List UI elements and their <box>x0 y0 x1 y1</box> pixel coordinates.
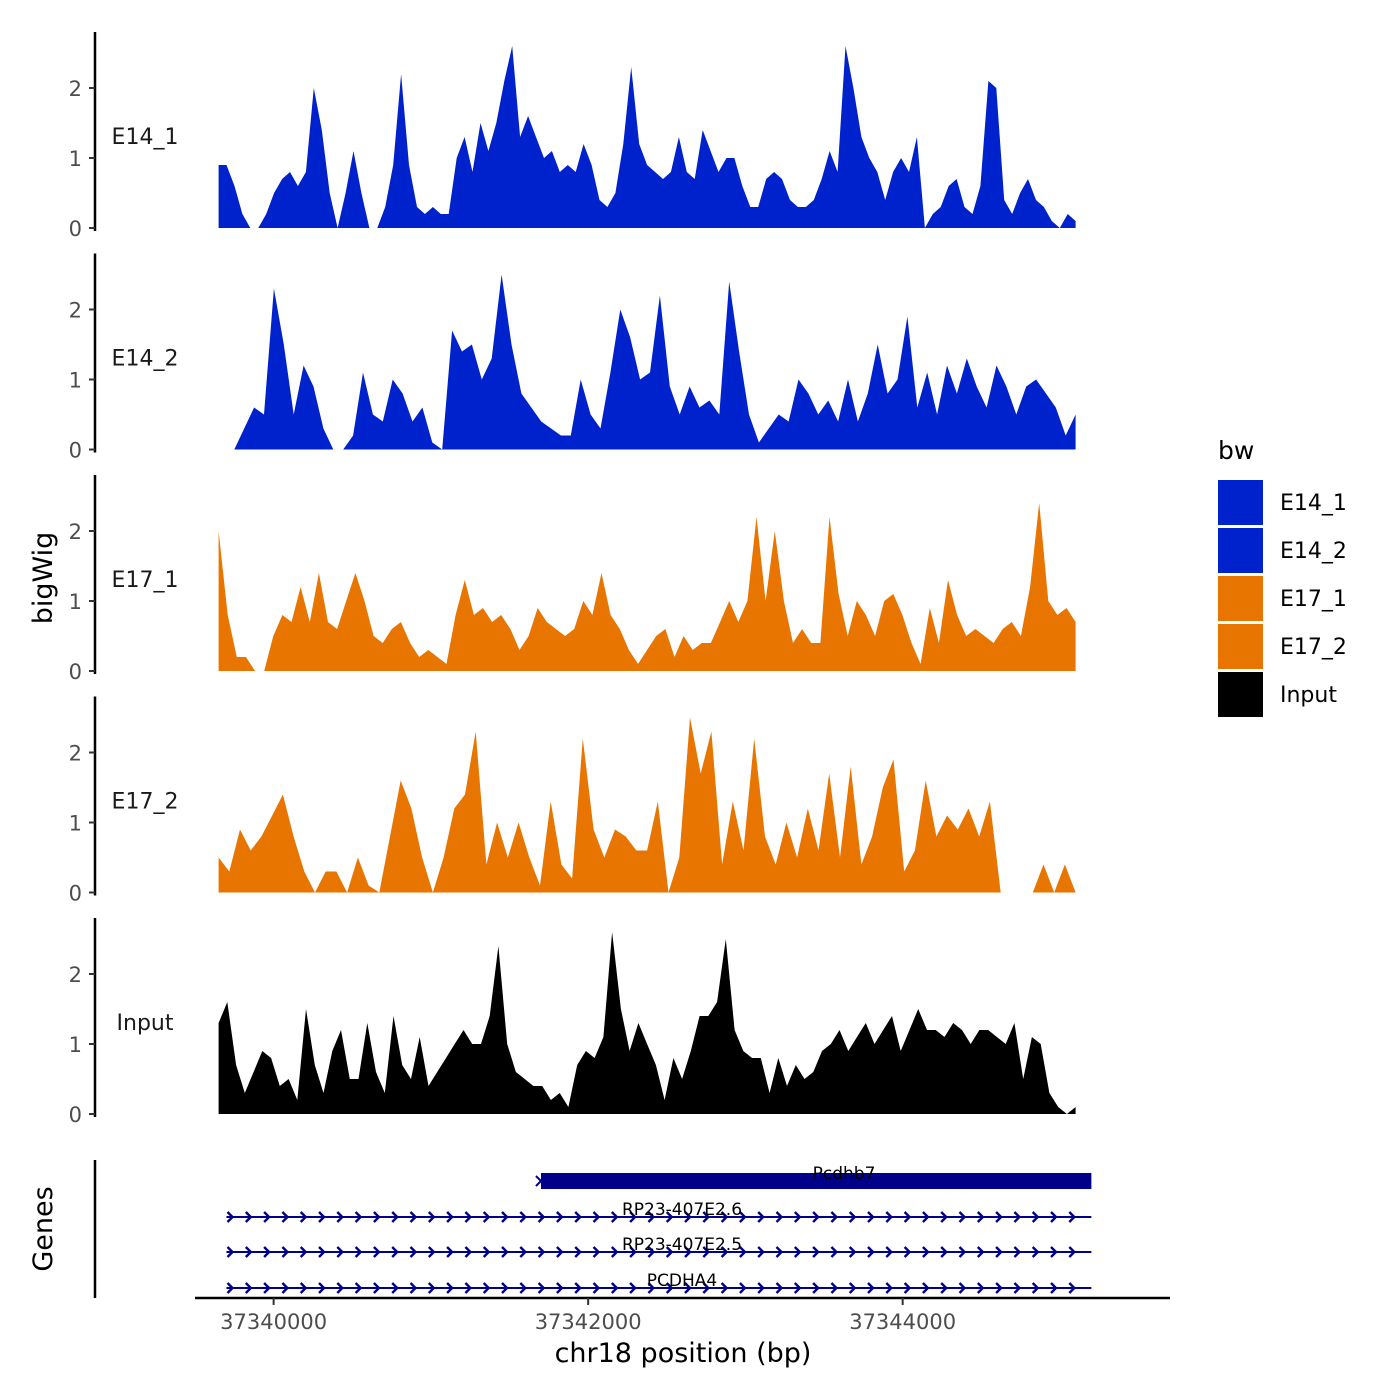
y-tick-label: 1 <box>69 369 82 393</box>
gene-rp23-407e2-5: RP23-407E2.5 <box>226 1235 1092 1258</box>
legend: bw E14_1 E14_2 E17_1 E17_2 Input <box>1218 436 1347 717</box>
track-input: 0 1 2 Input <box>69 918 1076 1127</box>
gene-pcdha4: PCDHA4 <box>226 1271 1092 1294</box>
gene-label: RP23-407E2.6 <box>622 1200 742 1220</box>
track-label: E14_1 <box>112 125 179 150</box>
x-axis: 37340000 37342000 37344000 <box>195 1296 1170 1334</box>
gene-rp23-407e2-6: RP23-407E2.6 <box>226 1200 1092 1223</box>
legend-swatch <box>1218 528 1263 573</box>
y-tick-label: 0 <box>69 660 82 684</box>
legend-entry: E17_1 <box>1218 576 1347 621</box>
y-tick-label: 2 <box>69 963 82 987</box>
signal-area <box>218 46 1076 228</box>
y-tick-label: 0 <box>69 439 82 463</box>
y-tick-label: 0 <box>69 1103 82 1127</box>
legend-entry: E14_2 <box>1218 528 1347 573</box>
track-e14-2: 0 1 2 E14_2 <box>69 253 1076 463</box>
strand-arrows <box>226 1246 1076 1258</box>
x-tick-label: 37342000 <box>535 1310 642 1334</box>
track-label: E17_2 <box>112 790 179 815</box>
gene-label: Pcdhb7 <box>813 1164 876 1184</box>
genes-axis-title: Genes <box>28 1186 59 1271</box>
gene-label: PCDHA4 <box>647 1271 717 1291</box>
track-e17-1: 0 1 2 E17_1 <box>69 475 1076 684</box>
track-e14-1: 0 1 2 E14_1 <box>69 32 1076 241</box>
track-label: E14_2 <box>112 347 179 372</box>
legend-title: bw <box>1218 436 1254 465</box>
tracks-panel: 0 1 2 E14_1 0 1 2 E14_2 0 1 2 E17_1 0 1 2 E17_2 0 1 2 Input <box>69 32 1076 1127</box>
x-axis-title: chr18 position (bp) <box>555 1338 812 1369</box>
legend-label: E17_2 <box>1280 635 1347 660</box>
legend-swatch <box>1218 624 1263 669</box>
signal-area <box>218 932 1076 1114</box>
y-tick-label: 2 <box>69 299 82 323</box>
gene-label: RP23-407E2.5 <box>622 1235 742 1255</box>
y-tick-label: 2 <box>69 520 82 544</box>
legend-label: Input <box>1280 683 1337 708</box>
legend-entry: Input <box>1218 672 1337 717</box>
legend-label: E14_1 <box>1280 491 1347 516</box>
legend-swatch <box>1218 480 1263 525</box>
legend-entry: E17_2 <box>1218 624 1347 669</box>
y-tick-label: 1 <box>69 812 82 836</box>
gene-pcdhb7: Pcdhb7 <box>535 1164 1092 1189</box>
y-tick-label: 0 <box>69 217 82 241</box>
y-tick-label: 1 <box>69 1033 82 1057</box>
x-tick-label: 37340000 <box>220 1310 327 1334</box>
y-tick-label: 2 <box>69 742 82 766</box>
legend-swatch <box>1218 672 1263 717</box>
y-tick-label: 1 <box>69 147 82 171</box>
strand-arrows <box>226 1282 1076 1294</box>
y-tick-label: 1 <box>69 590 82 614</box>
legend-entry: E14_1 <box>1218 480 1347 525</box>
y-tick-label: 0 <box>69 882 82 906</box>
strand-arrows <box>226 1211 1076 1223</box>
legend-swatch <box>1218 576 1263 621</box>
track-label: Input <box>117 1011 174 1036</box>
track-e17-2: 0 1 2 E17_2 <box>69 696 1076 906</box>
legend-label: E14_2 <box>1280 539 1347 564</box>
gene-exon-bar <box>540 1173 1092 1189</box>
signal-area <box>234 274 1076 450</box>
x-tick-label: 37344000 <box>849 1310 956 1334</box>
signal-area <box>218 503 1076 671</box>
y-tick-label: 2 <box>69 77 82 101</box>
strand-arrow <box>535 1175 543 1187</box>
signal-area <box>218 717 1076 893</box>
genes-panel: Pcdhb7 RP23-407E2.6 RP23-407E2.5 PCDHA4 <box>93 1160 1092 1298</box>
y-axis-title: bigWig <box>28 532 59 625</box>
track-label: E17_1 <box>112 568 179 593</box>
legend-label: E17_1 <box>1280 587 1347 612</box>
